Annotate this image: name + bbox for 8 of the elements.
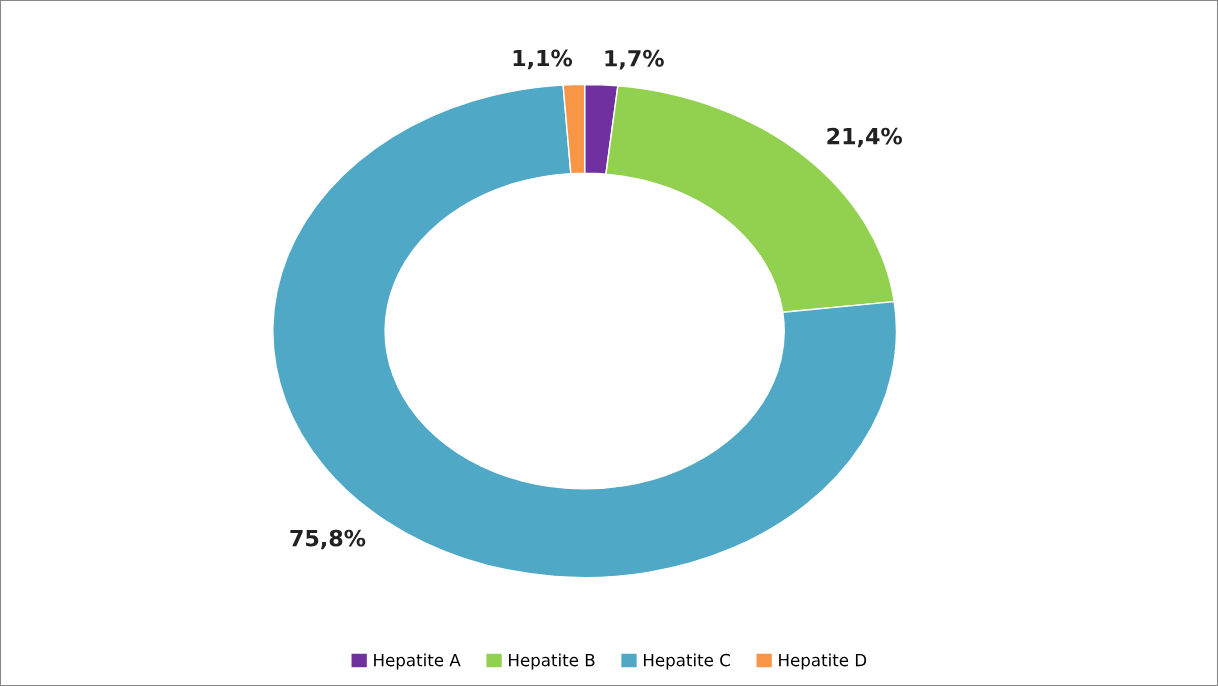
legend-label: Hepatite B (509, 653, 595, 670)
data-label: 1,1% (513, 49, 573, 70)
data-label: 21,4% (827, 127, 903, 148)
data-label: 75,8% (290, 529, 366, 550)
data-label: 1,7% (605, 49, 664, 70)
legend-label: Hepatite A (374, 653, 461, 670)
legend-label: Hepatite C (643, 653, 730, 670)
legend-label: Hepatite D (779, 653, 867, 670)
